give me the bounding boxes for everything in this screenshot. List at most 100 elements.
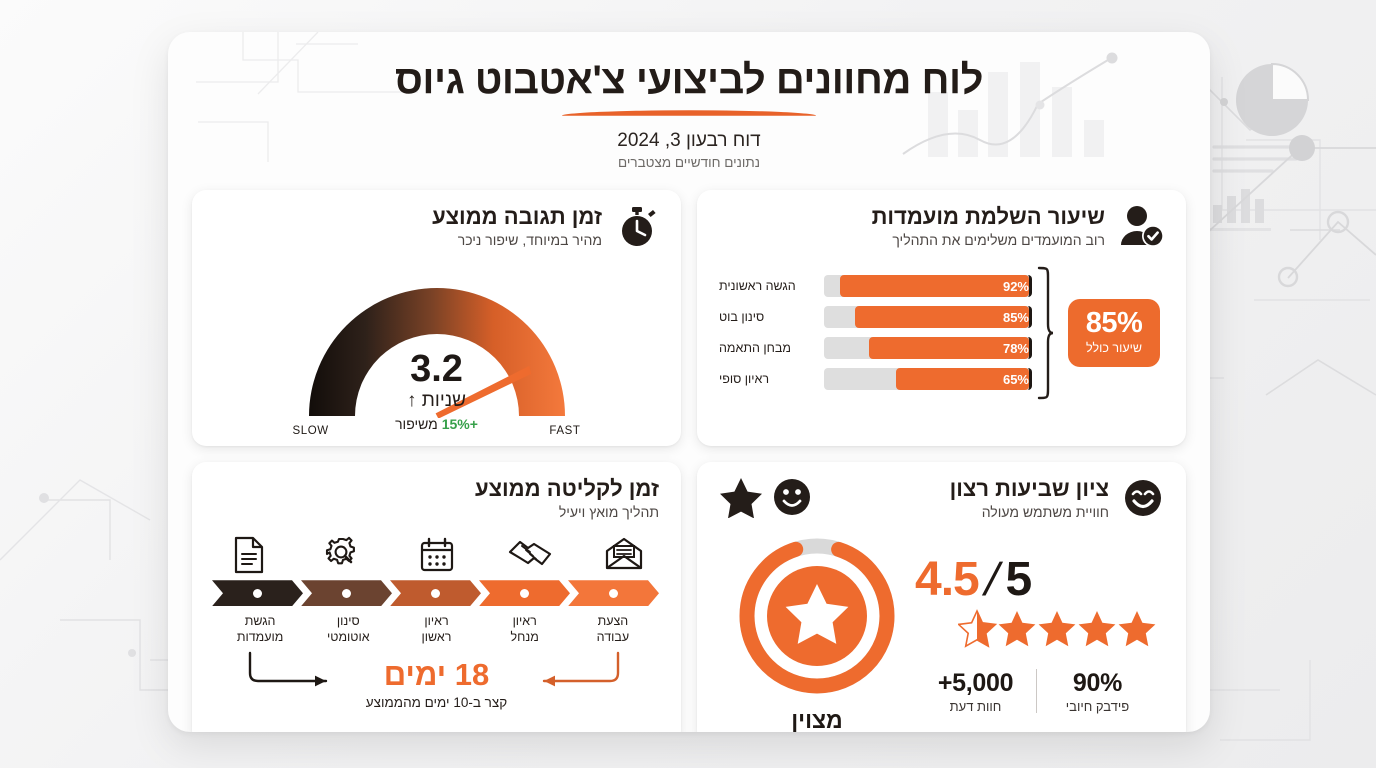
timeline-icons [214,536,659,574]
satisfaction-deco-icons [719,476,813,518]
timeline-labels: הגשת מועמדות סינון אוטומטי ראיון ראשון ר… [214,613,659,645]
table-row: הגשה ראשונית 92% [719,275,1032,298]
gear-search-icon [316,536,370,574]
label-line-2: מנחל [510,630,539,645]
satisfaction-donut: מצוין [719,532,915,732]
calendar-icon [410,536,464,574]
stat-positive-feedback: 90% פידבק חיובי [1037,669,1158,714]
card-response-time: זמן תגובה ממוצע מהיר במיוחד, שיפור ניכר [192,189,681,446]
card-time-to-hire: זמן לקליטה ממוצע תהליך מואץ ויעיל [192,461,681,732]
dashboard-header: לוח מחוונים לביצועי צ'אטבוט גיוס דוח רבע… [168,32,1210,170]
handshake-icon [503,536,557,574]
timeline-step-2[interactable] [301,580,392,606]
envelope-icon [597,536,651,574]
donut-progress [739,538,895,694]
stat-label: חוות דעת [949,698,1002,714]
deco-pie-chart [1236,62,1310,136]
overall-rate-label: שיעור כולל [1086,340,1142,355]
cards-grid: שיעור השלמת מועמדות רוב המועמדים משלימים… [192,189,1186,732]
bar-fill: 78% [869,337,1029,360]
bar-track: 78% [824,337,1032,360]
user-check-icon [1118,205,1164,252]
card-subtitle: מהיר במיוחד, שיפור ניכר [457,232,602,249]
bar-fill: 85% [854,306,1029,329]
table-row: ראיון סופי 65% [719,368,1032,391]
report-period: דוח רבעון 3, 2024 [617,129,761,151]
card-subtitle: תהליך מואץ ויעיל [558,504,659,521]
card-title: זמן לקליטה ממוצע [475,475,659,501]
timeline-step-4[interactable] [479,580,570,606]
report-note: נתונים חודשיים מצטברים [618,154,760,170]
timeline-chevrons [214,580,659,606]
score-max: 5 [1005,552,1033,606]
improvement-label: משיפור [395,415,438,432]
timeline-summary: 18 ימים קצר ב-10 ימים מהממוצע [214,651,659,717]
total-days-value: 18 ימים [383,657,490,693]
stopwatch-icon [615,205,659,254]
timeline-label-3: ראיון ראשון [392,613,480,645]
gauge-improvement: +15% משיפור [342,416,532,432]
star-half [957,609,997,647]
gauge-value: 3.2 [410,347,463,390]
timeline-step-3[interactable] [390,580,481,606]
timeline-label-4: ראיון מנחל [481,613,569,645]
gauge-max-label: FAST [549,424,581,437]
bar-label: הגשה ראשונית [719,279,796,294]
dashboard-panel: לוח מחוונים לביצועי צ'אטבוט גיוס דוח רבע… [168,32,1210,732]
bar-track: 85% [824,306,1032,329]
label-line-2: ראשון [421,630,452,645]
label-line-1: הגשת [244,614,276,629]
card-subtitle: חוויית משתמש מעולה [981,504,1109,521]
step-dot [431,589,440,598]
star-full [1118,610,1156,646]
gauge-min-label: SLOW [292,424,329,437]
curly-bracket-icon [1037,266,1054,399]
deco-bar-chart [1213,189,1264,223]
bar-value: 78% [1002,340,1029,356]
timeline-step-1[interactable] [212,580,303,606]
card-title: ציון שביעות רצון [949,475,1109,501]
label-line-1: ראיון [424,614,449,629]
step-dot [609,589,618,598]
bar-label: סינון בוט [719,310,765,325]
bar-fill: 92% [840,275,1029,298]
score-slash: / [979,552,1005,605]
bar-track: 92% [824,275,1032,298]
smiley-icon [1122,477,1164,524]
hiring-timeline: הגשת מועמדות סינון אוטומטי ראיון ראשון ר… [214,536,659,717]
trend-up-icon: ↑ [406,389,417,411]
label-line-1: הצעת [597,614,629,629]
step-dot [520,589,529,598]
timeline-step-5[interactable] [568,580,659,606]
stats-divider [1036,669,1037,714]
star-full [998,610,1036,646]
stat-reviews: 5,000+ חוות דעת [915,669,1036,714]
star-icon [720,477,762,518]
star-full [1078,610,1116,646]
stat-number: 90% [1072,668,1123,697]
gauge-unit-text: שניות [421,389,467,411]
timeline-label-2: סינון אוטומטי [304,613,392,645]
bar-value: 92% [1002,278,1029,294]
satisfaction-stats: 5,000+ חוות דעת 90% פידבק חיובי [915,669,1158,714]
satisfaction-score: 4.5 / 5 [915,552,1158,607]
card-title: שיעור השלמת מועמדות [871,203,1105,229]
label-line-2: עבודה [596,630,630,645]
table-row: סינון בוט 85% [719,306,1032,329]
smiley-face-icon [774,478,810,515]
timeline-arrow-left [248,651,328,683]
bar-track: 65% [824,368,1032,391]
score-value: 4.5 [915,552,980,606]
document-icon [222,536,276,574]
card-subtitle: רוב המועמדים משלימים את התהליך [892,232,1105,249]
satisfaction-badge-label: מצוין [791,706,843,732]
gauge-arc [308,287,565,416]
card-completion-rate: שיעור השלמת מועמדות רוב המועמדים משלימים… [697,189,1186,446]
bar-label: ראיון סופי [719,372,770,387]
response-time-gauge: 3.2 שניות ↑ +15% משיפור SLOW FAST [287,266,587,437]
overall-rate-badge: 85% שיעור כולל [1068,298,1160,367]
label-line-2: מועמדות [236,630,284,645]
step-dot [342,589,351,598]
bar-rows: הגשה ראשונית 92% סינון בוט 8 [719,275,1032,391]
improvement-value: +15% [441,415,478,432]
